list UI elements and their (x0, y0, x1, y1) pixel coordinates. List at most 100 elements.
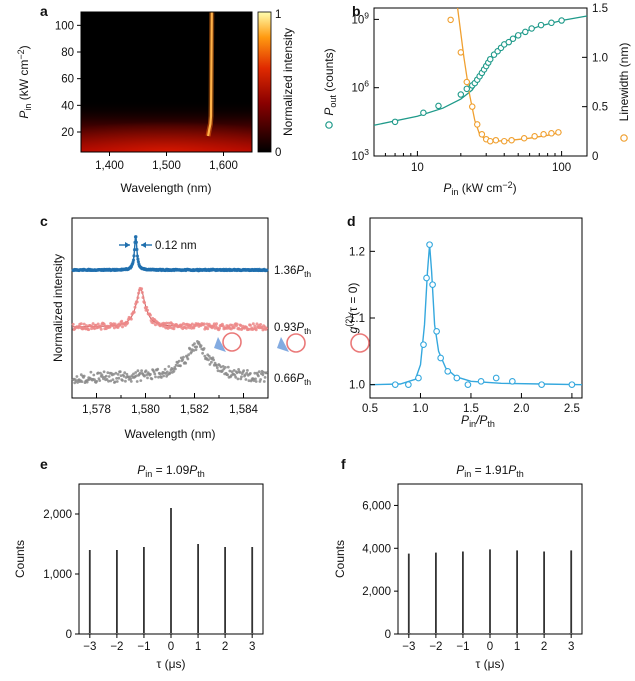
trace-point (245, 371, 249, 375)
trace-point (99, 327, 103, 331)
watermark-glyph-1 (214, 337, 226, 352)
e-bar (251, 547, 254, 634)
trace-point (221, 365, 225, 368)
trace-point (135, 374, 138, 378)
trace-point (92, 373, 96, 377)
b-yrtick-label: 1.5 (592, 3, 608, 15)
trace-point (111, 378, 115, 381)
trace-point (149, 372, 152, 376)
panel-b-frame (373, 7, 588, 157)
g2-point (429, 281, 436, 289)
trace-point (265, 371, 268, 375)
trace-point (182, 355, 185, 359)
panel-a-ylabel-unit: (kW cm (17, 60, 31, 104)
trace-point (141, 296, 145, 299)
linewidth-point (468, 103, 476, 110)
pout-point (509, 35, 517, 42)
e-bar (197, 544, 199, 634)
g2-point (453, 374, 461, 382)
trace-point (134, 371, 138, 374)
b-yrtick-label: 1.0 (592, 52, 608, 64)
trace-point (87, 328, 91, 332)
f-bar (435, 552, 437, 634)
trace-point (121, 325, 124, 329)
f-xtick-label: 0 (487, 641, 493, 653)
trace-point (124, 379, 127, 383)
e-xtick-label: −3 (83, 641, 96, 653)
fwhm-arrowhead-right (141, 242, 146, 248)
pout-point (463, 85, 471, 93)
trace-point (151, 321, 155, 325)
fwhm-arrowhead-left (125, 242, 130, 248)
trace-point (132, 310, 136, 314)
b-yltick-exp: 6 (364, 79, 369, 89)
trace-point (136, 296, 140, 300)
colorbar-tick-min: 0 (275, 147, 281, 159)
f-bar (543, 551, 545, 634)
trace-point (96, 322, 100, 326)
a-ytick-label: 20 (61, 127, 74, 139)
trace-point (165, 370, 169, 374)
panel-f-title: Pin = 1.91Pth (456, 463, 524, 479)
trace-point (167, 365, 171, 368)
trace-point (107, 379, 110, 383)
trace-point (212, 358, 216, 362)
trace-point (117, 376, 121, 380)
panel-e-title-main: P (137, 463, 145, 477)
trace-point (254, 328, 258, 332)
trace-point (129, 377, 133, 381)
trace-point (230, 370, 234, 374)
d-ytick-label: 1.0 (349, 380, 365, 392)
e-bar (170, 508, 172, 634)
trace-point (259, 323, 263, 326)
g2-point (464, 381, 472, 389)
watermark-ring-2 (286, 333, 306, 353)
panel-d-ticks: 0.5 1.0 1.5 2.0 2.5 1.0 1.1 1.2 (349, 246, 580, 415)
panel-a-ylabel-close: ) (17, 45, 31, 49)
trace-point (224, 366, 227, 369)
trace-point (135, 300, 139, 304)
watermark-glyph-2 (277, 337, 289, 352)
trace-label-1-value: 1.36 (274, 265, 296, 277)
trace-point (248, 323, 252, 327)
d-ytick-label: 1.2 (349, 246, 365, 258)
f-ytick-label: 0 (385, 629, 391, 641)
e-xtick-label: 3 (249, 641, 255, 653)
e-ytick-label: 2,000 (43, 509, 72, 521)
d-xtick-label: 1.5 (463, 403, 479, 415)
trace-label-2: 0.93Pth (274, 322, 311, 336)
panel-b-xlabel-main: P (443, 181, 451, 195)
pout-point (505, 38, 513, 46)
trace-point (76, 381, 79, 384)
panel-b-xlabel-sub: in (451, 187, 458, 197)
trace-point (129, 317, 133, 321)
trace-point (118, 370, 122, 374)
panel-d-ylabel-main: g (346, 326, 360, 333)
c-xtick-label: 1,580 (131, 404, 160, 416)
trace-point (145, 305, 149, 309)
panel-f-ticks: −3 −2 −1 0 1 2 3 0 2,000 4,000 6,000 (362, 500, 574, 653)
trace-point (249, 372, 252, 375)
panel-f-title-sub2: th (516, 469, 524, 479)
trace-point (138, 371, 142, 375)
linewidth-point (447, 16, 454, 24)
d-ytick-label: 1.1 (349, 313, 365, 325)
f-bar (407, 553, 410, 634)
trace-point (235, 371, 239, 375)
panel-d-xlabel-mid: /P (475, 413, 487, 427)
g2-point (508, 377, 516, 385)
g2-point (426, 241, 433, 249)
f-bar (570, 550, 573, 634)
g2-point (437, 354, 445, 362)
e-bar (143, 547, 145, 634)
trace-point (146, 308, 149, 312)
trace-point (201, 351, 205, 355)
trace-point (94, 323, 98, 327)
trace-point (98, 325, 102, 329)
trace-point (119, 374, 123, 377)
panel-d-series (369, 241, 583, 389)
panel-b-xlabel-close: ) (513, 181, 517, 195)
b-yrtick-label: 0.5 (592, 102, 608, 114)
